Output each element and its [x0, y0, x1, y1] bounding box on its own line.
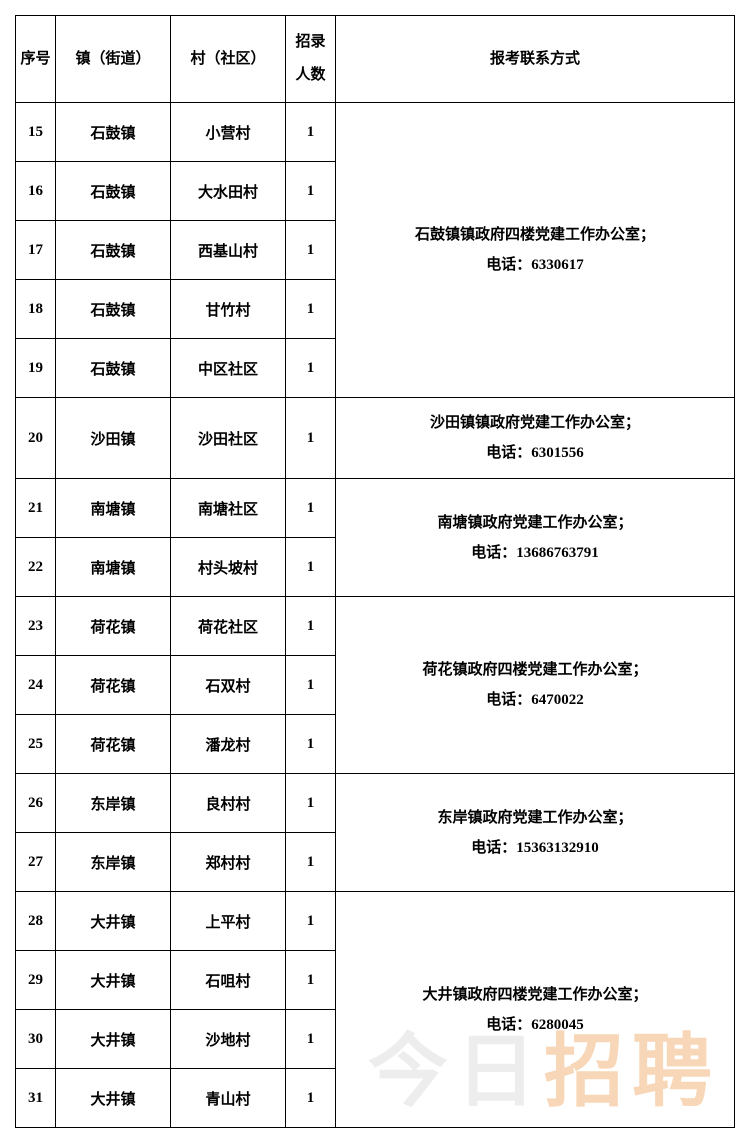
cell-count: 1	[286, 1010, 336, 1069]
table-row: 20沙田镇沙田社区1沙田镇镇政府党建工作办公室；电话：6301556	[16, 398, 735, 479]
cell-contact: 石鼓镇镇政府四楼党建工作办公室；电话：6330617	[336, 103, 735, 398]
cell-count: 1	[286, 339, 336, 398]
cell-village: 良村村	[171, 774, 286, 833]
cell-count: 1	[286, 398, 336, 479]
cell-seq: 16	[16, 162, 56, 221]
cell-seq: 18	[16, 280, 56, 339]
cell-town: 大井镇	[56, 1069, 171, 1128]
cell-seq: 27	[16, 833, 56, 892]
cell-town: 荷花镇	[56, 597, 171, 656]
cell-count: 1	[286, 1069, 336, 1128]
cell-town: 石鼓镇	[56, 221, 171, 280]
cell-village: 潘龙村	[171, 715, 286, 774]
cell-town: 大井镇	[56, 1010, 171, 1069]
cell-town: 荷花镇	[56, 656, 171, 715]
cell-seq: 17	[16, 221, 56, 280]
cell-seq: 22	[16, 538, 56, 597]
cell-town: 石鼓镇	[56, 280, 171, 339]
cell-village: 石双村	[171, 656, 286, 715]
table-row: 23荷花镇荷花社区1荷花镇政府四楼党建工作办公室；电话：6470022	[16, 597, 735, 656]
table-body: 15石鼓镇小营村1石鼓镇镇政府四楼党建工作办公室；电话：633061716石鼓镇…	[16, 103, 735, 1128]
cell-seq: 28	[16, 892, 56, 951]
cell-village: 小营村	[171, 103, 286, 162]
cell-village: 荷花社区	[171, 597, 286, 656]
cell-count: 1	[286, 103, 336, 162]
cell-seq: 29	[16, 951, 56, 1010]
header-seq: 序号	[16, 16, 56, 103]
table-row: 15石鼓镇小营村1石鼓镇镇政府四楼党建工作办公室；电话：6330617	[16, 103, 735, 162]
cell-count: 1	[286, 833, 336, 892]
cell-seq: 25	[16, 715, 56, 774]
cell-contact: 沙田镇镇政府党建工作办公室；电话：6301556	[336, 398, 735, 479]
cell-seq: 26	[16, 774, 56, 833]
cell-village: 沙地村	[171, 1010, 286, 1069]
cell-seq: 21	[16, 479, 56, 538]
cell-town: 荷花镇	[56, 715, 171, 774]
cell-village: 沙田社区	[171, 398, 286, 479]
table-row: 26东岸镇良村村1东岸镇政府党建工作办公室；电话：15363132910	[16, 774, 735, 833]
cell-village: 甘竹村	[171, 280, 286, 339]
cell-village: 石咀村	[171, 951, 286, 1010]
header-contact: 报考联系方式	[336, 16, 735, 103]
cell-village: 上平村	[171, 892, 286, 951]
cell-village: 中区社区	[171, 339, 286, 398]
cell-village: 大水田村	[171, 162, 286, 221]
cell-count: 1	[286, 280, 336, 339]
cell-town: 大井镇	[56, 892, 171, 951]
cell-village: 村头坡村	[171, 538, 286, 597]
header-count: 招录人数	[286, 16, 336, 103]
cell-count: 1	[286, 951, 336, 1010]
recruitment-table: 序号 镇（街道） 村（社区） 招录人数 报考联系方式 15石鼓镇小营村1石鼓镇镇…	[15, 15, 735, 1128]
cell-count: 1	[286, 597, 336, 656]
cell-seq: 20	[16, 398, 56, 479]
cell-count: 1	[286, 479, 336, 538]
cell-contact: 荷花镇政府四楼党建工作办公室；电话：6470022	[336, 597, 735, 774]
cell-count: 1	[286, 774, 336, 833]
cell-town: 东岸镇	[56, 833, 171, 892]
cell-village: 西基山村	[171, 221, 286, 280]
table-row: 28大井镇上平村1大井镇政府四楼党建工作办公室；电话：6280045	[16, 892, 735, 951]
cell-seq: 31	[16, 1069, 56, 1128]
cell-village: 青山村	[171, 1069, 286, 1128]
cell-contact: 大井镇政府四楼党建工作办公室；电话：6280045	[336, 892, 735, 1128]
cell-town: 大井镇	[56, 951, 171, 1010]
cell-count: 1	[286, 221, 336, 280]
cell-village: 郑村村	[171, 833, 286, 892]
cell-count: 1	[286, 715, 336, 774]
header-town: 镇（街道）	[56, 16, 171, 103]
cell-seq: 19	[16, 339, 56, 398]
cell-town: 沙田镇	[56, 398, 171, 479]
cell-count: 1	[286, 162, 336, 221]
cell-contact: 东岸镇政府党建工作办公室；电话：15363132910	[336, 774, 735, 892]
header-village: 村（社区）	[171, 16, 286, 103]
cell-town: 东岸镇	[56, 774, 171, 833]
cell-town: 石鼓镇	[56, 162, 171, 221]
cell-seq: 30	[16, 1010, 56, 1069]
cell-town: 南塘镇	[56, 479, 171, 538]
cell-count: 1	[286, 538, 336, 597]
cell-contact: 南塘镇政府党建工作办公室；电话：13686763791	[336, 479, 735, 597]
cell-count: 1	[286, 656, 336, 715]
cell-town: 石鼓镇	[56, 339, 171, 398]
cell-count: 1	[286, 892, 336, 951]
cell-town: 石鼓镇	[56, 103, 171, 162]
cell-seq: 24	[16, 656, 56, 715]
cell-seq: 15	[16, 103, 56, 162]
cell-village: 南塘社区	[171, 479, 286, 538]
cell-town: 南塘镇	[56, 538, 171, 597]
cell-seq: 23	[16, 597, 56, 656]
table-row: 21南塘镇南塘社区1南塘镇政府党建工作办公室；电话：13686763791	[16, 479, 735, 538]
table-header: 序号 镇（街道） 村（社区） 招录人数 报考联系方式	[16, 16, 735, 103]
